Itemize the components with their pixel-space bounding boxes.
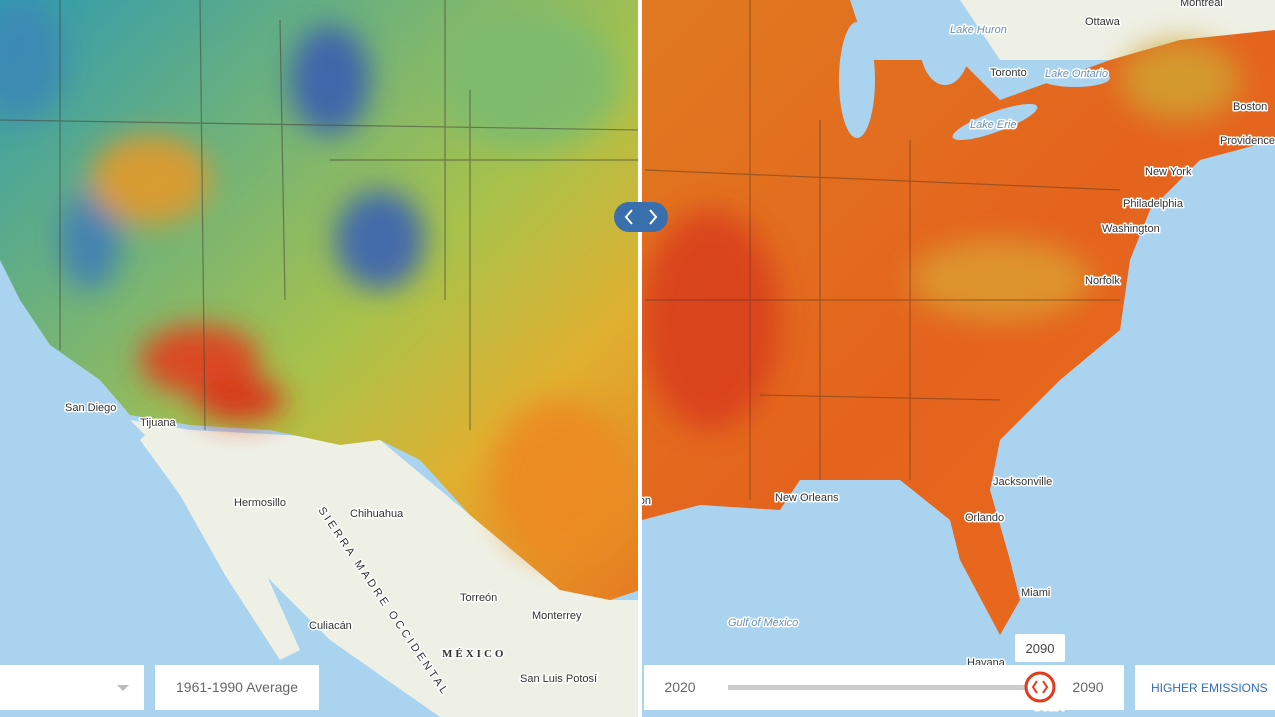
swipe-divider[interactable] [638,0,642,717]
swipe-handle[interactable] [614,202,668,232]
slider-min: 2020 [664,679,695,695]
place-label: New York [1145,166,1192,178]
scenario-button[interactable] [1135,665,1275,710]
place-label: Jacksonville [993,476,1052,488]
tooltip-label: 2090 [1026,641,1055,656]
place-label: Culiacán [309,620,352,632]
period-controls: 1961-1990 Average [0,665,319,710]
place-label: Torreón [460,592,497,604]
place-label: Philadelphia [1123,198,1184,210]
place-label: Gulf of Mexico [728,617,798,629]
place-label: Lake Huron [950,24,1007,36]
slider-fill [728,685,1040,690]
period-button[interactable] [155,665,319,710]
place-label: Toronto [990,67,1027,79]
place-label: Norfolk [1085,275,1120,287]
place-label: New Orleans [775,492,839,504]
place-label: Monterrey [532,610,582,622]
place-label: Montreal [1180,0,1223,9]
place-label: Lake Ontario [1045,68,1108,80]
place-label: Washington [1102,223,1160,235]
place-label: Hermosillo [234,497,286,509]
place-label: Ottawa [1085,16,1121,28]
right-map [642,0,1275,717]
place-label: Chihuahua [350,508,404,520]
place-label: Lake Erie [970,119,1016,131]
slider-controls: 2020 2090 2090 HIGHER EMISSIONS [644,634,1275,710]
slider-thumb[interactable] [1024,671,1056,703]
scenario-label: HIGHER EMISSIONS [1151,681,1268,695]
place-label: Houston [610,495,651,507]
place-label: Providence [1220,135,1275,147]
place-label: Tijuana [140,417,177,429]
period-label: 1961-1990 Average [176,679,298,695]
tooltip-box [1015,634,1065,662]
place-label: San Luis Potosí [520,673,597,685]
left-map [0,0,640,717]
thumb-icon [1031,680,1049,694]
place-label: Boston [1233,101,1267,113]
slider-max: 2090 [1072,679,1103,695]
place-label: Miami [1021,587,1050,599]
place-label: San Diego [65,402,116,414]
place-label: MÉXICO [442,648,506,660]
place-label: Orlando [965,512,1004,524]
